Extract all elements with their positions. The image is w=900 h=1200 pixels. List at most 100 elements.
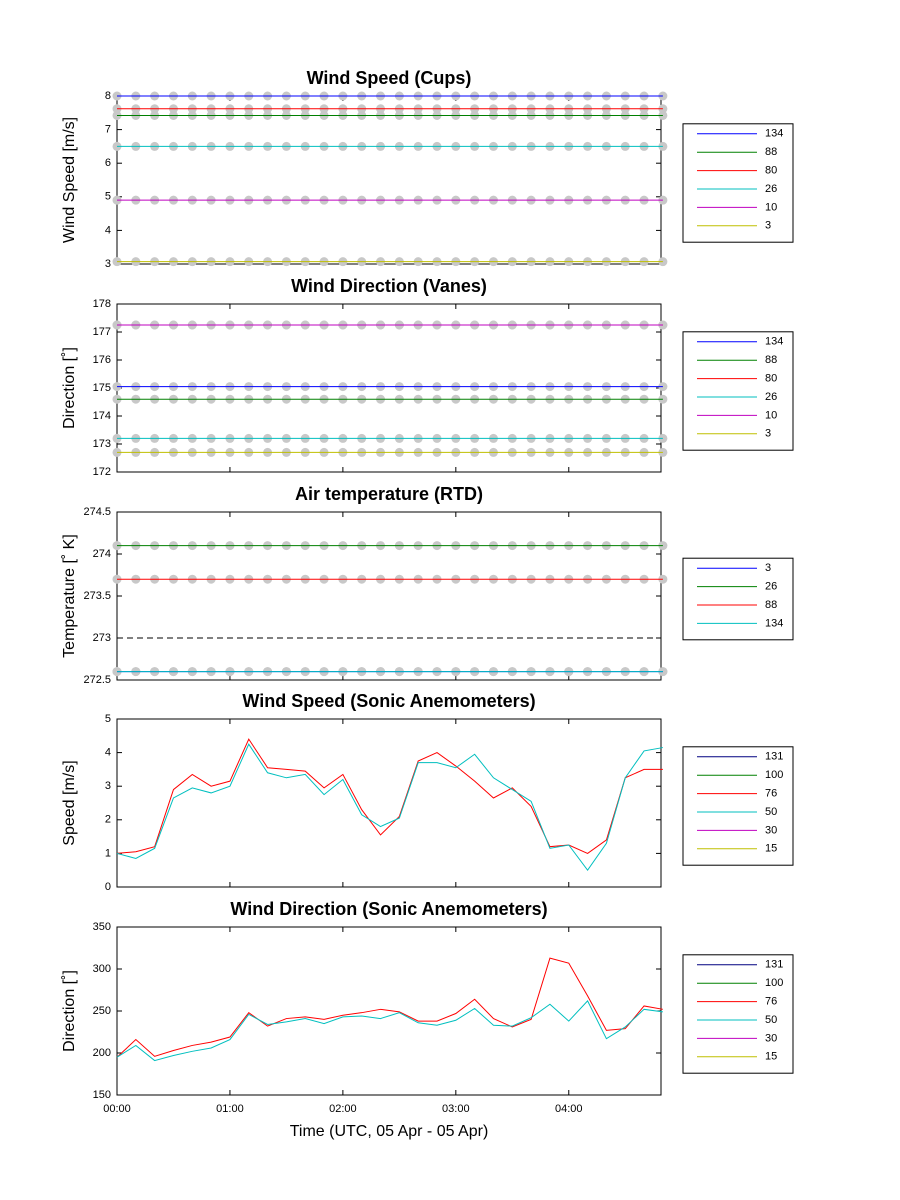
legend-label: 88 [765,146,777,158]
y-tick-label: 176 [93,354,111,366]
legend-label: 88 [765,599,777,611]
series-line [116,1000,663,1062]
legend-label: 76 [765,788,777,800]
legend-label: 80 [765,373,777,385]
marker [658,447,668,457]
marker [658,382,668,392]
y-tick-label: 173 [93,438,111,450]
y-tick-label: 174 [93,410,111,422]
y-axis-label: Direction [˚] [61,970,78,1052]
marker [658,195,668,205]
marker [658,320,668,330]
legend-label: 3 [765,428,771,440]
y-axis-label: Temperature [˚ K] [61,534,78,658]
series-line [116,957,663,1058]
y-axis-label: Direction [˚] [61,347,78,429]
marker [658,574,668,584]
legend [682,557,794,641]
legend-label: 80 [765,165,777,177]
y-tick-label: 4 [105,224,111,236]
y-tick-label: 200 [93,1047,111,1059]
legend [682,123,794,243]
marker [658,433,668,443]
y-tick-label: 8 [105,90,111,102]
legend-label: 76 [765,996,777,1008]
y-axis-label: Speed [m/s] [61,760,78,845]
plot-area [116,926,662,1096]
y-tick-label: 5 [105,191,111,203]
y-tick-label: 272.5 [83,674,111,686]
y-tick-label: 5 [105,713,111,725]
plot-area [116,95,662,265]
y-tick-label: 150 [93,1089,111,1101]
y-tick-label: 3 [105,780,111,792]
marker [658,141,668,151]
y-tick-label: 300 [93,963,111,975]
marker [658,91,668,101]
legend-label: 15 [765,1051,777,1063]
legend-label: 88 [765,354,777,366]
y-tick-label: 350 [93,921,111,933]
x-axis-label: Time (UTC, 05 Apr - 05 Apr) [290,1123,489,1140]
legend-label: 134 [765,336,783,348]
y-tick-label: 6 [105,157,111,169]
x-tick-label: 01:00 [216,1103,244,1115]
legend-label: 15 [765,843,777,855]
legend-label: 26 [765,183,777,195]
chart-title: Wind Direction (Vanes) [291,276,487,296]
legend-label: 30 [765,1032,777,1044]
marker [658,667,668,677]
legend-label: 134 [765,128,783,140]
y-axis-label: Wind Speed [m/s] [61,117,78,243]
y-tick-label: 273.5 [83,590,111,602]
y-tick-label: 273 [93,632,111,644]
y-tick-label: 1 [105,847,111,859]
x-tick-label: 03:00 [442,1103,470,1115]
legend-label: 131 [765,751,783,763]
legend-label: 26 [765,391,777,403]
y-tick-label: 274 [93,548,111,560]
series-line [116,743,663,872]
legend [682,954,794,1074]
chart-title: Wind Direction (Sonic Anemometers) [230,899,547,919]
legend-label: 131 [765,959,783,971]
marker [658,110,668,120]
y-tick-label: 3 [105,258,111,270]
y-tick-label: 250 [93,1005,111,1017]
y-tick-label: 4 [105,747,111,759]
legend-label: 3 [765,220,771,232]
y-tick-label: 274.5 [83,506,111,518]
y-tick-label: 7 [105,124,111,136]
marker [658,104,668,114]
legend-label: 30 [765,824,777,836]
plot-area [116,511,662,681]
y-tick-label: 172 [93,466,111,478]
legend-label: 10 [765,409,777,421]
marker [658,257,668,267]
y-tick-label: 177 [93,326,111,338]
chart-title: Air temperature (RTD) [295,484,483,504]
legend-label: 100 [765,977,783,989]
legend-label: 50 [765,1014,777,1026]
legend-label: 100 [765,769,783,781]
plot-area [116,718,662,888]
legend-label: 10 [765,201,777,213]
legend [682,746,794,866]
x-tick-label: 00:00 [103,1103,131,1115]
y-tick-label: 178 [93,298,111,310]
chart-title: Wind Speed (Cups) [307,68,472,88]
x-tick-label: 04:00 [555,1103,583,1115]
series-line [116,738,663,854]
marker [658,541,668,551]
y-tick-label: 175 [93,382,111,394]
y-tick-label: 0 [105,881,111,893]
legend-label: 3 [765,562,771,574]
legend-label: 134 [765,617,783,629]
marker [658,394,668,404]
legend-label: 26 [765,581,777,593]
x-tick-label: 02:00 [329,1103,357,1115]
chart-title: Wind Speed (Sonic Anemometers) [242,691,535,711]
y-tick-label: 2 [105,814,111,826]
plot-area [116,303,662,473]
